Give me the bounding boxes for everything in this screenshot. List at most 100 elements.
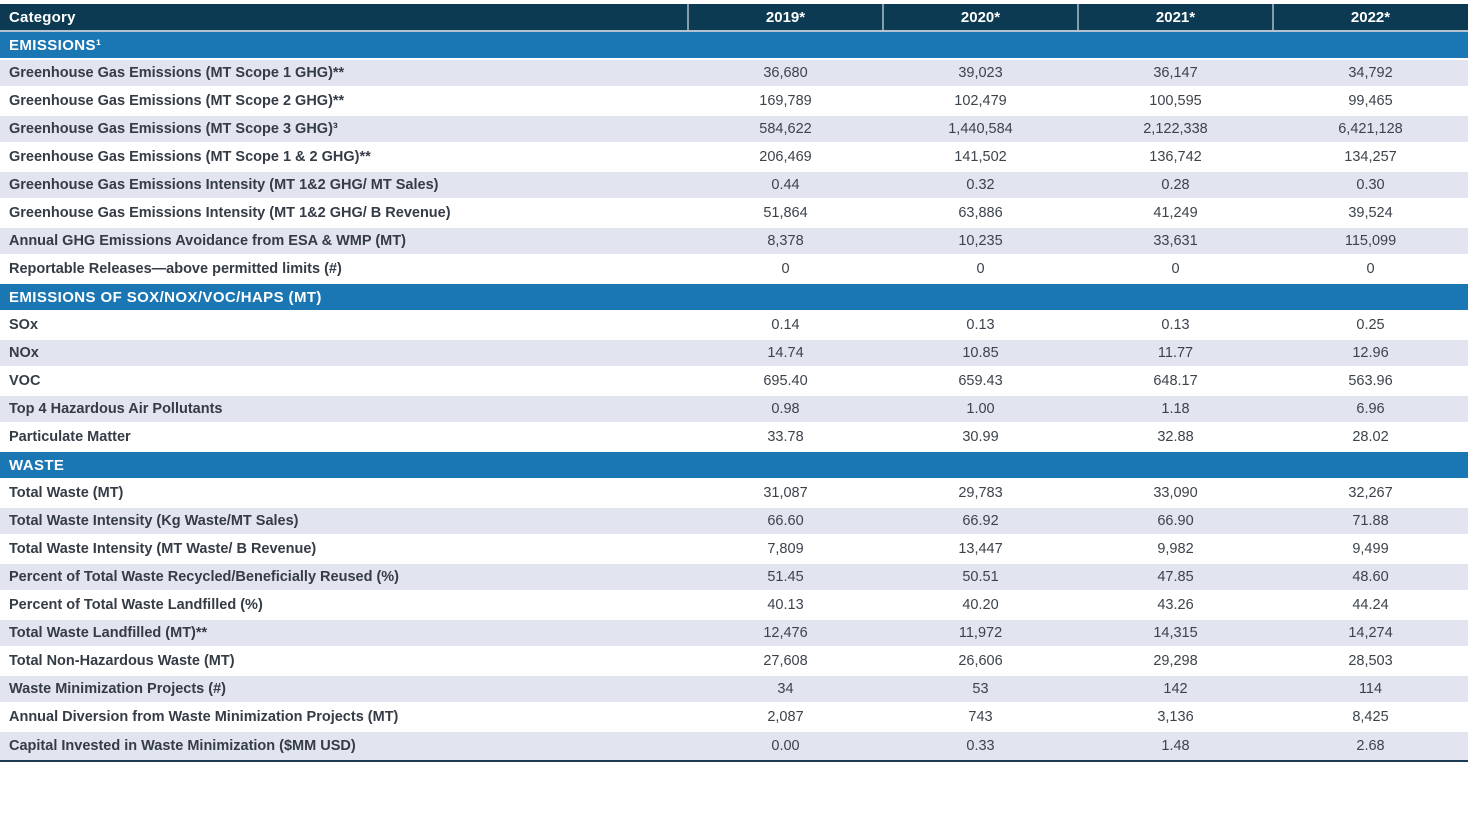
cell-value: 34 [777,681,794,697]
cell-value: 141,502 [954,149,1007,165]
table-row: Total Waste Landfilled (MT)** 12,476 11,… [0,620,1468,648]
cell-value: 51.45 [767,569,804,585]
cell-value: 1,440,584 [948,121,1013,137]
table-row: Particulate Matter 33.78 30.99 32.88 28.… [0,424,1468,452]
cell-value: 32.88 [1157,429,1194,445]
cell-value: 11.77 [1157,345,1194,361]
cell-value: 50.51 [962,569,999,585]
cell-value: 47.85 [1157,569,1194,585]
cell-value: 7,809 [767,541,804,557]
cell-value: 100,595 [1149,93,1202,109]
table-row: Total Waste (MT) 31,087 29,783 33,090 32… [0,480,1468,508]
cell-value: 30.99 [962,429,999,445]
table-row: Annual GHG Emissions Avoidance from ESA … [0,228,1468,256]
cell-value: 0.13 [1161,317,1190,333]
esg-data-table: Category 2019* 2020* 2021* 2022* EMISSIO… [0,4,1468,762]
cell-value: 31,087 [763,485,808,501]
cell-value: 14,274 [1348,625,1393,641]
cell-value: 36,147 [1153,65,1198,81]
cell-value: 12,476 [763,625,808,641]
table-row: Total Waste Intensity (MT Waste/ B Reven… [0,536,1468,564]
cell-value: 66.60 [767,513,804,529]
table-row: Greenhouse Gas Emissions (MT Scope 1 GHG… [0,60,1468,88]
cell-value: 14,315 [1153,625,1198,641]
table-row: Capital Invested in Waste Minimization (… [0,732,1468,760]
column-header-2022: 2022* [1272,4,1468,30]
row-label: Percent of Total Waste Landfilled (%) [9,597,263,613]
cell-value: 44.24 [1352,597,1389,613]
cell-value: 27,608 [763,653,808,669]
cell-value: 33.78 [767,429,804,445]
column-header-2020: 2020* [882,4,1078,30]
table-row: Total Non-Hazardous Waste (MT) 27,608 26… [0,648,1468,676]
row-label: VOC [9,373,41,389]
table-row: VOC 695.40 659.43 648.17 563.96 [0,368,1468,396]
row-label: Reportable Releases—above permitted limi… [9,261,342,277]
row-label: SOx [9,317,39,333]
cell-value: 40.13 [767,597,804,613]
section-title: EMISSIONS¹ [9,36,102,54]
table-row: Greenhouse Gas Emissions Intensity (MT 1… [0,172,1468,200]
table-row: NOx 14.74 10.85 11.77 12.96 [0,340,1468,368]
cell-value: 63,886 [958,205,1003,221]
row-label: Greenhouse Gas Emissions Intensity (MT 1… [9,177,439,193]
cell-value: 11,972 [958,625,1003,641]
cell-value: 1.00 [966,401,995,417]
table-header-row: Category 2019* 2020* 2021* 2022* [0,4,1468,32]
cell-value: 0 [976,261,985,277]
cell-value: 34,792 [1348,65,1393,81]
cell-value: 695.40 [763,373,808,389]
table-row: Greenhouse Gas Emissions (MT Scope 1 & 2… [0,144,1468,172]
row-label: Waste Minimization Projects (#) [9,681,226,697]
cell-value: 102,479 [954,93,1007,109]
cell-value: 8,425 [1352,709,1389,725]
row-label: Capital Invested in Waste Minimization (… [9,738,356,754]
cell-value: 0.13 [966,317,995,333]
cell-value: 99,465 [1348,93,1393,109]
row-label: Total Waste Intensity (Kg Waste/MT Sales… [9,513,299,529]
table-row: Total Waste Intensity (Kg Waste/MT Sales… [0,508,1468,536]
cell-value: 0.30 [1356,177,1385,193]
table-row: Percent of Total Waste Landfilled (%) 40… [0,592,1468,620]
column-header-2019: 2019* [687,4,883,30]
row-label: Total Waste Landfilled (MT)** [9,625,208,641]
cell-value: 53 [972,681,989,697]
cell-value: 66.92 [962,513,999,529]
cell-value: 33,090 [1153,485,1198,501]
cell-value: 0 [1171,261,1180,277]
cell-value: 9,982 [1157,541,1194,557]
cell-value: 51,864 [763,205,808,221]
cell-value: 0.14 [771,317,800,333]
cell-value: 648.17 [1153,373,1198,389]
cell-value: 114 [1358,681,1383,697]
row-label: Annual GHG Emissions Avoidance from ESA … [9,233,406,249]
row-label: Percent of Total Waste Recycled/Benefici… [9,569,400,585]
cell-value: 0.44 [771,177,800,193]
cell-value: 115,099 [1344,233,1397,249]
row-label: Greenhouse Gas Emissions (MT Scope 1 & 2… [9,149,371,165]
cell-value: 32,267 [1348,485,1393,501]
row-label: Greenhouse Gas Emissions (MT Scope 2 GHG… [9,93,345,109]
table-row: Percent of Total Waste Recycled/Benefici… [0,564,1468,592]
row-label: Greenhouse Gas Emissions (MT Scope 3 GHG… [9,121,338,137]
cell-value: 169,789 [759,93,812,109]
cell-value: 8,378 [767,233,804,249]
section-title: WASTE [9,456,65,474]
column-header-2021: 2021* [1077,4,1273,30]
cell-value: 6,421,128 [1338,121,1403,137]
cell-value: 1.48 [1161,738,1190,754]
row-label: Annual Diversion from Waste Minimization… [9,709,399,725]
cell-value: 136,742 [1149,149,1202,165]
cell-value: 134,257 [1344,149,1397,165]
cell-value: 9,499 [1352,541,1389,557]
cell-value: 0.98 [771,401,800,417]
cell-value: 2,087 [767,709,804,725]
row-label: Top 4 Hazardous Air Pollutants [9,401,223,417]
cell-value: 10,235 [958,233,1003,249]
cell-value: 43.26 [1157,597,1194,613]
cell-value: 28.02 [1352,429,1389,445]
cell-value: 142 [1163,681,1188,697]
row-label: Total Non-Hazardous Waste (MT) [9,653,235,669]
cell-value: 28,503 [1348,653,1393,669]
table-row: Greenhouse Gas Emissions Intensity (MT 1… [0,200,1468,228]
